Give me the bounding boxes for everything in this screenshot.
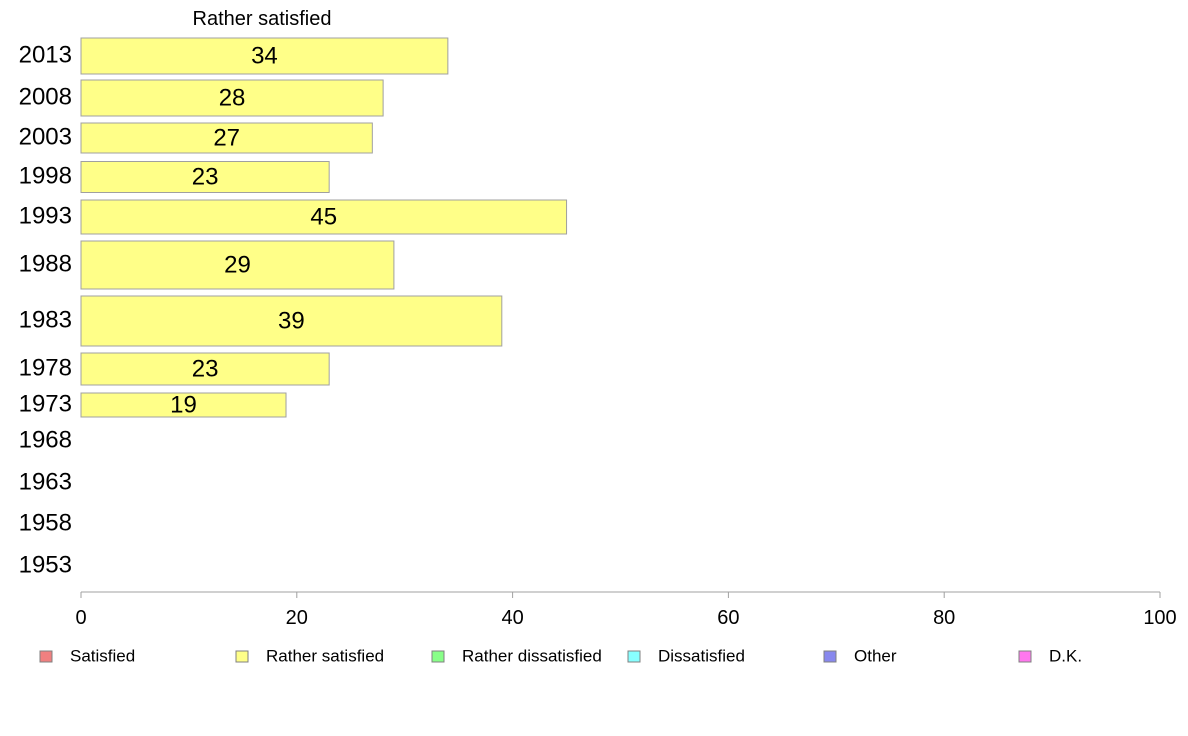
bar-2008 — [80, 79, 384, 117]
category-label-1988: 1988 — [19, 250, 72, 277]
legend-label-other: Other — [854, 646, 897, 665]
value-label-1993: 45 — [310, 203, 337, 230]
legend-swatch-other — [823, 650, 837, 663]
bar-1973 — [80, 392, 287, 418]
category-label-1983: 1983 — [19, 306, 72, 333]
category-label-2013: 2013 — [19, 41, 72, 68]
category-labels: 2013 2008 2003 1998 1993 1988 1983 1978 1973 1968… — [19, 41, 72, 578]
category-label-1978: 1978 — [19, 354, 72, 381]
value-label-1998: 23 — [192, 163, 219, 190]
category-label-2003: 2003 — [19, 123, 72, 150]
value-label-1973: 19 — [170, 391, 197, 418]
legend: Satisfied Rather satisfied Rather dissatis… — [39, 646, 1082, 665]
bar-2003 — [80, 122, 373, 154]
legend-label-rather-dissatisfied: Rather dissatisfied — [462, 646, 602, 665]
legend-label-satisfied: Satisfied — [70, 646, 135, 665]
category-label-1953: 1953 — [19, 551, 72, 578]
bar-2013 — [80, 37, 449, 75]
legend-label-d-k: D.K. — [1049, 646, 1082, 665]
value-label-1983: 39 — [278, 307, 305, 334]
value-label-2008: 28 — [219, 84, 246, 111]
category-label-1998: 1998 — [19, 162, 72, 189]
bar-1978 — [80, 352, 330, 386]
value-label-1978: 23 — [192, 355, 219, 382]
x-axis-ticks: 0 20 40 60 80 100 — [75, 592, 1177, 629]
x-tick-label-0: 0 — [75, 607, 86, 629]
value-label-2003: 27 — [213, 124, 240, 151]
x-tick-label-80: 80 — [933, 607, 955, 629]
category-label-2008: 2008 — [19, 83, 72, 110]
legend-swatch-d-k — [1018, 650, 1032, 663]
x-tick-label-40: 40 — [501, 607, 523, 629]
category-label-1958: 1958 — [19, 509, 72, 536]
bar-1998 — [80, 161, 330, 193]
category-label-1968: 1968 — [19, 426, 72, 453]
legend-swatch-rather-satisfied — [235, 650, 249, 663]
x-tick-label-100: 100 — [1143, 607, 1176, 629]
bar-1988 — [80, 240, 395, 290]
bar-1983 — [80, 295, 503, 347]
value-label-1988: 29 — [224, 251, 251, 278]
category-label-1993: 1993 — [19, 202, 72, 229]
legend-swatch-satisfied — [39, 650, 53, 663]
legend-label-rather-satisfied: Rather satisfied — [266, 646, 384, 665]
x-tick-label-20: 20 — [286, 607, 308, 629]
legend-swatch-rather-dissatisfied — [431, 650, 445, 663]
legend-label-dissatisfied: Dissatisfied — [658, 646, 745, 665]
chart-title: Rather satisfied — [193, 8, 332, 30]
category-label-1973: 1973 — [19, 390, 72, 417]
value-label-2013: 34 — [251, 42, 278, 69]
legend-swatch-dissatisfied — [627, 650, 641, 663]
bar-1993 — [80, 199, 568, 235]
x-tick-label-60: 60 — [717, 607, 739, 629]
category-label-1963: 1963 — [19, 468, 72, 495]
